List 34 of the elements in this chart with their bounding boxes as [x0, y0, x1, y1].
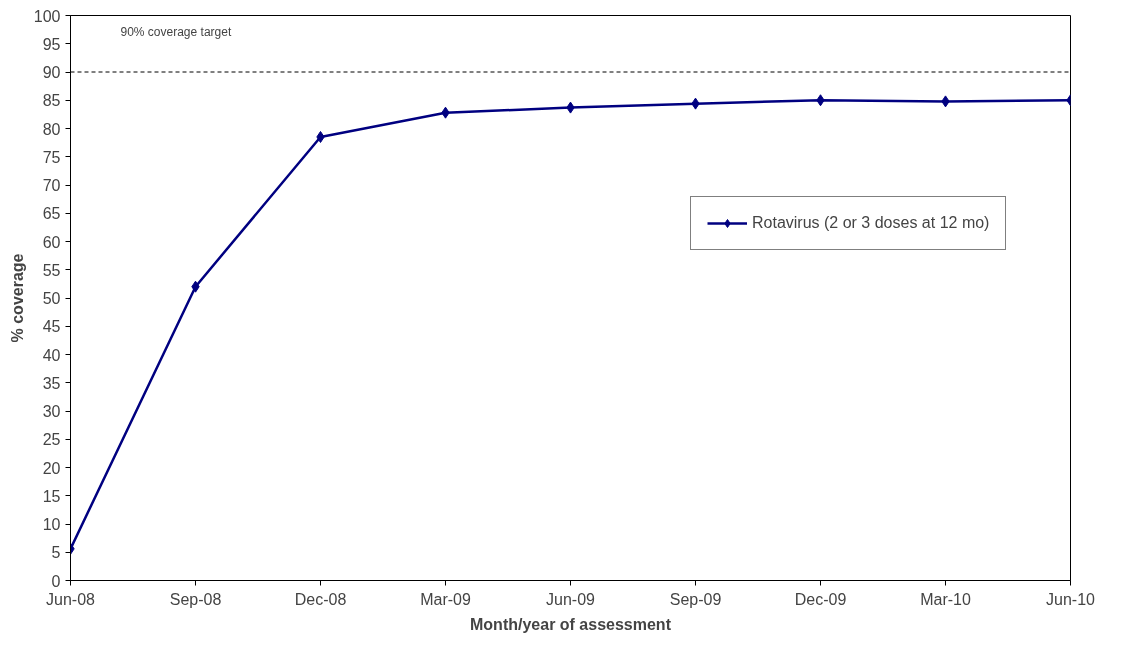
y-tick-label: 40 [42, 346, 61, 364]
y-tick-label: 90 [42, 64, 61, 81]
y-tick-label: 25 [42, 431, 61, 449]
y-tick-label: 10 [42, 516, 61, 533]
ref-line-label: 90% coverage target [120, 25, 232, 40]
y-tick-label: 15 [42, 487, 61, 505]
legend-label: Rotavirus (2 or 3 doses at 12 mo) [752, 214, 990, 232]
y-tick-label: 20 [42, 459, 61, 477]
y-tick-label: 85 [42, 92, 61, 110]
y-tick-label: 100 [33, 7, 61, 25]
x-axis-title: Month/year of assessment [470, 615, 672, 633]
x-tick-label: Jun-10 [1046, 590, 1096, 608]
y-tick-label: 45 [42, 318, 61, 336]
y-tick-label: 35 [42, 374, 61, 392]
y-tick-label: 80 [42, 120, 61, 138]
y-tick-label: 70 [42, 177, 61, 194]
x-tick-label: Mar-09 [420, 590, 471, 608]
y-axis-title: % coverage [8, 253, 26, 343]
y-tick-label: 5 [51, 544, 61, 562]
x-tick-label: Dec-08 [294, 590, 347, 608]
y-tick-label: 30 [42, 403, 61, 420]
x-tick-label: Jun-08 [46, 590, 96, 608]
x-tick-label: Mar-10 [920, 590, 971, 608]
y-tick-label: 0 [51, 572, 61, 590]
y-tick-label: 65 [42, 205, 61, 223]
y-tick-label: 60 [42, 233, 61, 251]
x-tick-label: Dec-09 [794, 590, 847, 608]
x-tick-label: Sep-08 [169, 590, 222, 608]
y-tick-label: 50 [42, 290, 61, 307]
x-tick-label: Sep-09 [669, 590, 722, 608]
y-tick-label: 95 [42, 35, 61, 53]
y-tick-label: 75 [42, 148, 61, 166]
y-tick-label: 55 [42, 261, 61, 279]
x-tick-label: Jun-09 [546, 590, 596, 608]
